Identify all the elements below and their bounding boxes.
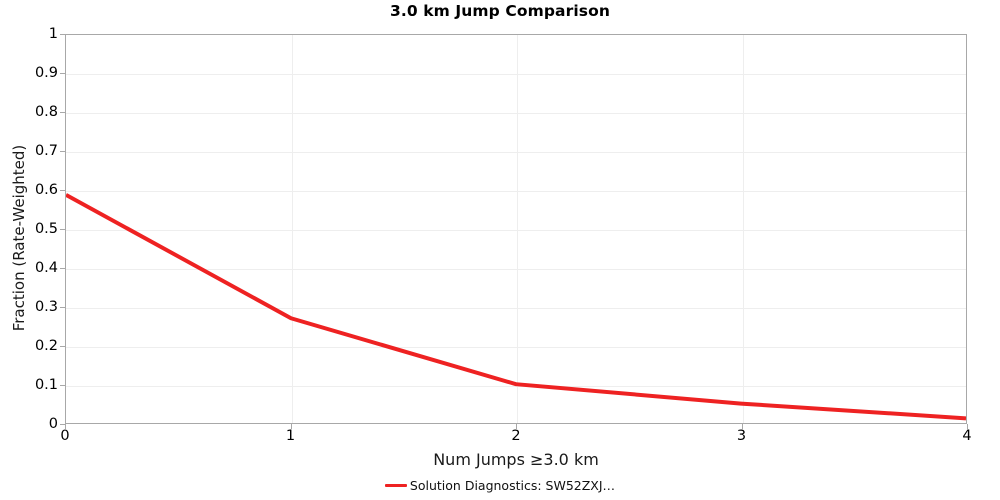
y-axis-tick-label: 0.8 xyxy=(34,104,58,120)
y-axis-tick-label: 0.2 xyxy=(34,338,58,354)
x-axis-tick-mark xyxy=(65,424,66,429)
gridline-vertical xyxy=(742,35,744,423)
y-axis-tick-mark xyxy=(60,268,65,269)
y-axis-tick-mark xyxy=(60,307,65,308)
y-axis-tick-mark xyxy=(60,34,65,35)
y-axis-tick-mark xyxy=(60,112,65,113)
chart-title: 3.0 km Jump Comparison xyxy=(390,2,610,20)
series-layer xyxy=(66,193,966,421)
y-axis-tick-label: 0.4 xyxy=(34,260,58,276)
gridline-vertical xyxy=(517,35,518,423)
y-axis-tick-mark xyxy=(60,229,65,230)
y-axis-tick-mark xyxy=(60,73,65,74)
y-axis-tick-labels: 0 0.1 0.2 0.3 0.4 0.5 0.6 0.7 0.8 0.9 1 xyxy=(0,0,58,500)
x-axis-tick-mark xyxy=(516,424,517,429)
plot-area xyxy=(65,34,967,424)
x-axis-tick-mark xyxy=(967,424,968,429)
x-axis-tick-label: 2 xyxy=(511,428,521,444)
gridline-horizontal xyxy=(66,191,966,192)
gridline-horizontal xyxy=(66,113,966,114)
y-axis-tick-label: 0.5 xyxy=(34,221,58,237)
chart-legend: Solution Diagnostics: SW52ZXJ… xyxy=(0,478,1000,493)
y-axis-tick-mark xyxy=(60,424,65,425)
gridline-horizontal xyxy=(66,230,966,231)
y-axis-tick-label: 0.3 xyxy=(34,299,58,315)
x-axis-tick-mark xyxy=(290,424,292,429)
y-axis-tick-mark xyxy=(60,346,65,347)
y-axis-tick-label: 0.7 xyxy=(34,143,58,159)
series-line-solution-diagnostics xyxy=(66,193,966,421)
y-axis-tick-mark xyxy=(60,190,65,191)
y-axis-tick-label: 0.1 xyxy=(34,377,58,393)
y-axis-tick-label: 0.9 xyxy=(34,65,58,81)
gridline-vertical xyxy=(291,35,293,423)
y-axis-tick-mark xyxy=(60,385,65,386)
x-axis-tick-mark xyxy=(741,424,743,429)
gridline-horizontal xyxy=(66,308,966,309)
x-axis-tick-label: 4 xyxy=(962,428,972,444)
gridline-horizontal xyxy=(66,269,966,270)
y-axis-tick-label: 1 xyxy=(48,26,58,42)
legend-entry[interactable]: Solution Diagnostics: SW52ZXJ… xyxy=(384,478,616,493)
y-axis-tick-label: 0 xyxy=(48,416,58,432)
y-axis-tick-label: 0.6 xyxy=(34,182,58,198)
gridline-horizontal xyxy=(66,74,966,75)
line-marker-icon xyxy=(384,484,407,487)
gridline-horizontal xyxy=(66,152,966,153)
x-axis-tick-label: 0 xyxy=(60,428,70,444)
y-axis-tick-mark xyxy=(60,151,65,152)
gridline-horizontal xyxy=(66,386,966,387)
x-axis-title: Num Jumps ≥3.0 km xyxy=(433,450,599,469)
gridline-horizontal xyxy=(66,347,966,348)
x-axis-tick-label: 1 xyxy=(285,428,296,444)
x-axis-tick-label: 3 xyxy=(736,428,747,444)
legend-label: Solution Diagnostics: SW52ZXJ… xyxy=(409,478,616,493)
